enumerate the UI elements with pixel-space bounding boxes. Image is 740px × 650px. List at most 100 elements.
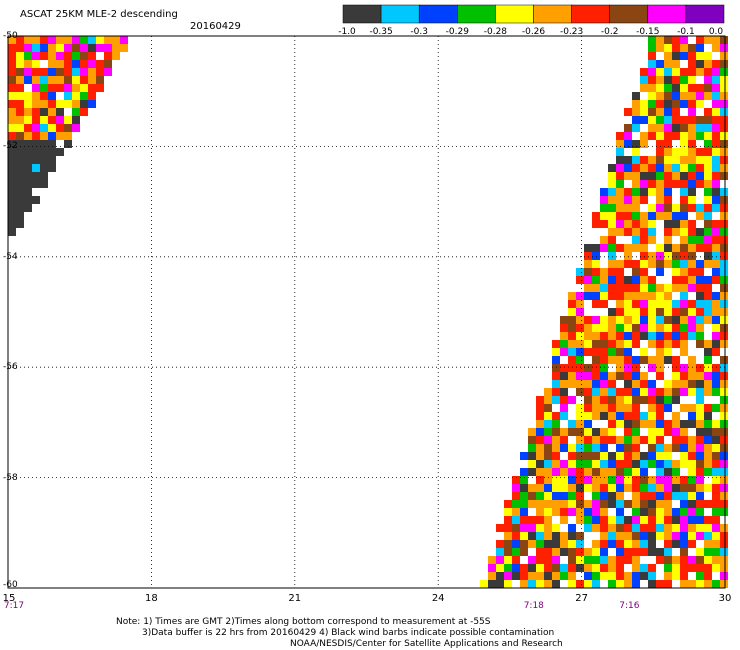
data-cell xyxy=(640,268,648,276)
data-cell xyxy=(712,564,720,572)
data-cell xyxy=(520,508,528,516)
data-cell xyxy=(512,500,520,508)
data-cell xyxy=(656,380,664,388)
data-cell xyxy=(592,452,600,460)
data-cell xyxy=(576,436,584,444)
data-cell xyxy=(640,348,648,356)
data-cell xyxy=(608,564,616,572)
data-cell xyxy=(608,396,616,404)
data-cell xyxy=(680,148,688,156)
data-cell xyxy=(632,572,640,580)
data-cell xyxy=(696,396,704,404)
data-cell xyxy=(704,468,712,476)
data-cell xyxy=(640,244,648,252)
data-cell xyxy=(680,452,688,460)
data-cell xyxy=(648,300,656,308)
data-cell xyxy=(600,268,608,276)
data-cell xyxy=(576,388,584,396)
colorbar-label: -0.23 xyxy=(559,27,584,37)
data-cell xyxy=(648,380,656,388)
data-cell xyxy=(672,244,680,252)
lat-label: -54 xyxy=(3,251,18,262)
data-cell xyxy=(648,396,656,404)
data-cell xyxy=(672,468,680,476)
data-cell xyxy=(568,452,576,460)
data-cell xyxy=(712,340,720,348)
data-cell xyxy=(88,68,96,76)
data-cell xyxy=(64,44,72,52)
data-cell xyxy=(624,500,632,508)
data-cell xyxy=(88,36,96,44)
data-cell xyxy=(528,524,536,532)
data-cell xyxy=(648,236,656,244)
data-cell xyxy=(640,180,648,188)
data-cell xyxy=(616,452,624,460)
data-cell xyxy=(56,92,64,100)
data-cell xyxy=(536,532,544,540)
data-cell xyxy=(16,140,24,148)
data-cell xyxy=(64,124,72,132)
data-cell xyxy=(560,548,568,556)
data-cell xyxy=(696,516,704,524)
data-cell xyxy=(632,332,640,340)
data-cell xyxy=(696,332,704,340)
data-cell xyxy=(656,300,664,308)
data-cell xyxy=(536,492,544,500)
data-cell xyxy=(600,428,608,436)
note-line-2: 3)Data buffer is 22 hrs from 20160429 4)… xyxy=(142,628,555,638)
data-cell xyxy=(576,356,584,364)
data-cell xyxy=(696,132,704,140)
data-cell xyxy=(688,148,696,156)
data-cell xyxy=(16,44,24,52)
data-cell xyxy=(664,204,672,212)
data-cell xyxy=(680,212,688,220)
data-cell xyxy=(552,524,560,532)
data-cell xyxy=(528,532,536,540)
data-cell xyxy=(696,412,704,420)
data-cell xyxy=(664,420,672,428)
data-cell xyxy=(720,44,728,52)
data-cell xyxy=(656,484,664,492)
data-cell xyxy=(664,100,672,108)
data-cell xyxy=(696,284,704,292)
data-cell xyxy=(552,388,560,396)
data-cell xyxy=(656,212,664,220)
data-cell xyxy=(568,356,576,364)
data-cell xyxy=(712,428,720,436)
data-cell xyxy=(656,356,664,364)
data-cell xyxy=(664,516,672,524)
data-cell xyxy=(688,68,696,76)
data-cell xyxy=(536,396,544,404)
data-cell xyxy=(40,68,48,76)
colorbar-label: -0.1 xyxy=(677,27,695,37)
data-cell xyxy=(656,420,664,428)
data-cell xyxy=(720,220,728,228)
data-cell xyxy=(584,244,592,252)
data-cell xyxy=(72,68,80,76)
data-cell xyxy=(624,404,632,412)
data-cell xyxy=(608,220,616,228)
data-cell xyxy=(40,140,48,148)
data-cell xyxy=(592,284,600,292)
data-cell xyxy=(656,308,664,316)
data-cell xyxy=(504,516,512,524)
data-cell xyxy=(680,276,688,284)
data-cell xyxy=(600,196,608,204)
data-cell xyxy=(560,332,568,340)
data-cell xyxy=(640,452,648,460)
data-cell xyxy=(720,452,728,460)
data-cell xyxy=(632,284,640,292)
data-cell xyxy=(688,548,696,556)
data-cell xyxy=(40,108,48,116)
data-cell xyxy=(664,188,672,196)
data-cell xyxy=(696,44,704,52)
data-cell xyxy=(656,436,664,444)
data-cell xyxy=(664,572,672,580)
data-cell xyxy=(664,44,672,52)
lon-label: 30 xyxy=(718,593,732,604)
data-cell xyxy=(592,252,600,260)
data-cell xyxy=(704,388,712,396)
data-cell xyxy=(664,236,672,244)
data-cell xyxy=(632,372,640,380)
data-cell xyxy=(680,532,688,540)
